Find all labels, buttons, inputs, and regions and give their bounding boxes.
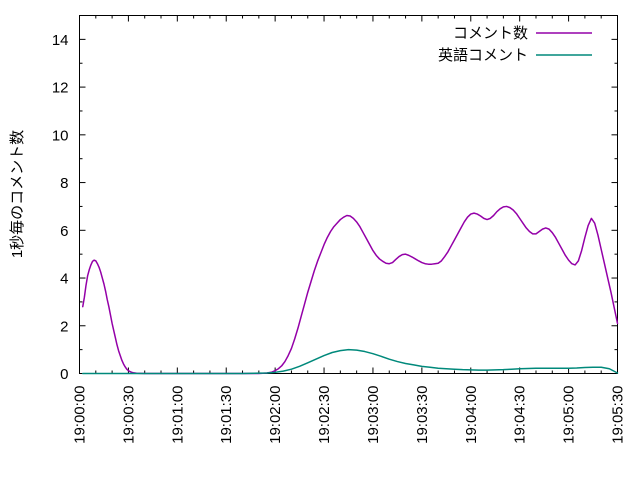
y-axis-tick-label: 12 xyxy=(52,80,69,97)
y-axis-tick-labels: 0 2 4 6 8 10 12 14 xyxy=(52,32,69,383)
y-axis-tick-label: 2 xyxy=(60,318,68,335)
x-axis-tick-label: 19:01:30 xyxy=(218,386,235,444)
x-axis-tick-label: 19:00:30 xyxy=(120,386,137,444)
x-axis-tick-label: 19:03:30 xyxy=(414,386,431,444)
y-axis-tick-label: 0 xyxy=(60,366,68,383)
legend-entry-label-0: コメント数 xyxy=(453,25,528,42)
x-axis-tick-label: 19:04:30 xyxy=(512,386,529,444)
y-axis-tick-label: 6 xyxy=(60,223,68,240)
plot-frame xyxy=(79,15,618,374)
x-axis-tick-label: 19:04:00 xyxy=(463,385,480,443)
x-axis-tick-label: 19:03:00 xyxy=(365,386,382,444)
x-axis-tick-label: 19:02:30 xyxy=(316,386,333,444)
x-axis-tick-label: 19:02:00 xyxy=(267,386,284,444)
series-line-1 xyxy=(82,348,619,375)
x-axis-tick-label: 19:00:00 xyxy=(72,386,89,444)
y-axis-tick-label: 8 xyxy=(60,175,68,192)
legend-entry-label-1: 英語コメント xyxy=(438,46,528,64)
y-axis-label: 1秒毎のコメント数 xyxy=(9,130,26,258)
y-axis-tick-label: 14 xyxy=(52,32,69,49)
x-axis-tick-label: 19:05:30 xyxy=(610,386,627,444)
series-line-0 xyxy=(82,205,619,375)
data-series-group xyxy=(82,205,619,375)
x-axis-tick-label: 19:05:00 xyxy=(561,386,578,444)
x-axis-tick-labels: 19:00:00 19:00:30 19:01:00 19:01:30 19:02:00… xyxy=(72,385,627,443)
legend: コメント数 英語コメント xyxy=(438,25,592,64)
x-axis-ticks xyxy=(79,15,618,374)
y-axis-tick-label: 10 xyxy=(52,127,69,144)
y-axis-tick-label: 4 xyxy=(60,271,68,288)
x-axis-tick-label: 19:01:00 xyxy=(169,386,186,444)
